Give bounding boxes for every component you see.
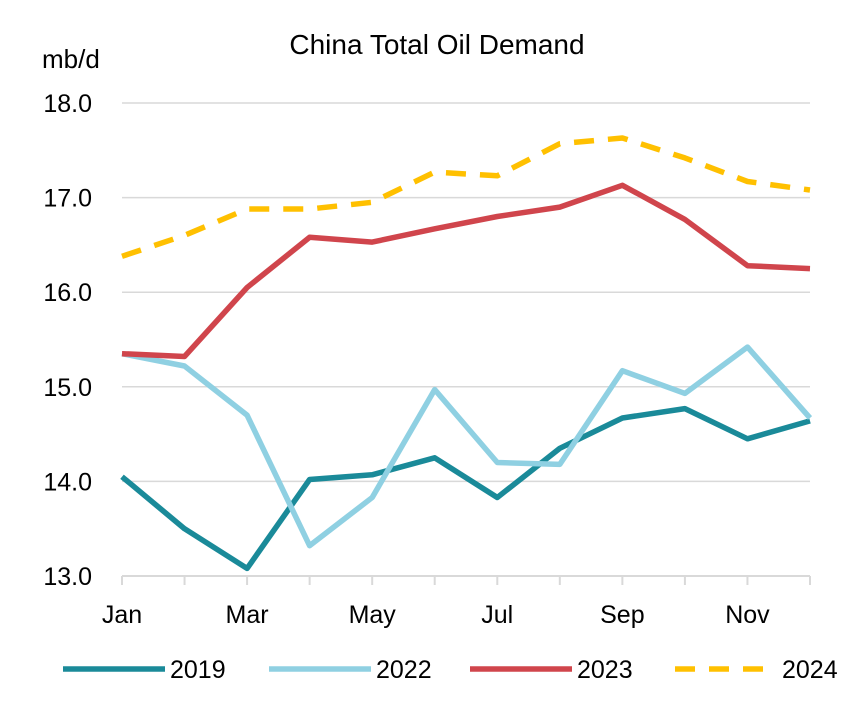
x-tick-label: Mar [226,601,269,629]
legend: 2019 2022 2023 2024 [63,656,838,684]
y-tick-labels: 13.0 14.0 15.0 16.0 17.0 18.0 [43,90,92,591]
series-line-2019 [120,405,811,572]
legend-label-2024: 2024 [782,656,838,684]
chart-title: China Total Oil Demand [289,29,584,60]
legend-label-2019: 2019 [170,656,226,684]
series-lines [120,135,813,572]
legend-label-2023: 2023 [577,656,633,684]
x-tick-label: Jan [102,601,142,629]
series-line-2023 [121,182,811,360]
y-unit-label: mb/d [42,44,100,74]
legend-label-2022: 2022 [376,656,432,684]
series-line-2022 [121,344,813,549]
x-tick-label: Nov [725,601,770,629]
y-tick-label: 13.0 [43,563,92,591]
x-tick-label: Sep [600,601,644,629]
x-tick-label: May [349,601,397,629]
y-tick-label: 16.0 [43,279,92,307]
y-tick-label: 17.0 [43,185,92,213]
y-tick-label: 18.0 [43,90,92,118]
x-tick-labels: Jan Mar May Jul Sep Nov [102,601,770,629]
y-tick-label: 14.0 [43,468,92,496]
y-tick-label: 15.0 [43,374,92,402]
x-tick-label: Jul [481,601,513,629]
axes [121,575,811,585]
